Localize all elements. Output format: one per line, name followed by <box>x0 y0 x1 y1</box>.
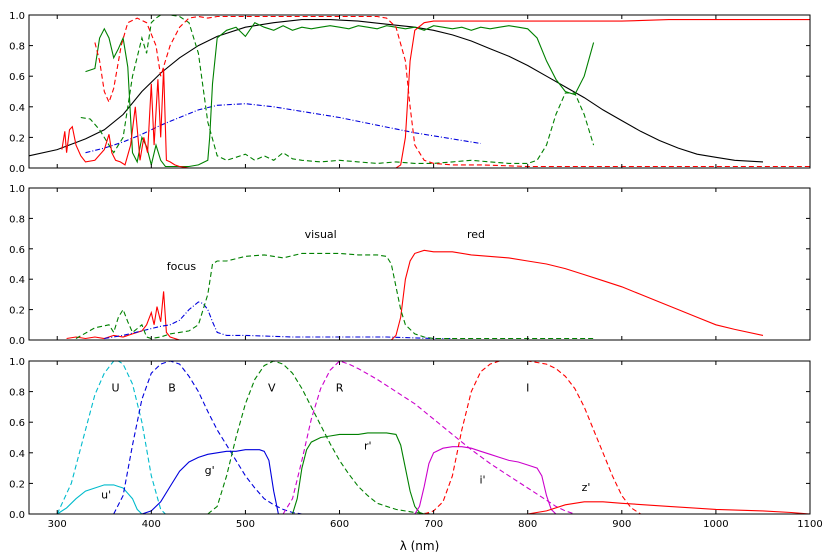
annotation-label: I <box>526 382 529 395</box>
y-tick-label: 0.6 <box>9 245 25 256</box>
x-tick-label: 500 <box>236 519 255 530</box>
annotation-label: R <box>336 382 344 395</box>
annotation-label: B <box>168 382 176 395</box>
panel-2-series-line-3 <box>75 252 594 340</box>
y-tick-label: 0.8 <box>9 388 25 399</box>
x-tick-label: 300 <box>48 519 67 530</box>
annotation-label: r' <box>364 440 372 453</box>
y-tick-label: 0.0 <box>9 336 25 347</box>
y-tick-label: 1.0 <box>9 184 25 195</box>
y-tick-label: 0.4 <box>9 103 25 114</box>
panel-3: 0.0 0.2 0.4 0.6 0.8 1.0 300 400 500 600 700 800 900 1… <box>9 357 823 530</box>
x-tick-label: 1000 <box>703 519 728 530</box>
panel-3-series-line-10 <box>527 501 811 515</box>
y-tick-label: 0.2 <box>9 133 25 144</box>
y-tick-label: 0.4 <box>9 449 25 460</box>
panel-3-series-line-9 <box>424 360 641 515</box>
y-tick-label: 1.0 <box>9 11 25 22</box>
x-tick-label: 1100 <box>797 519 822 530</box>
y-tick-label: 0.8 <box>9 42 25 53</box>
x-tick-label: 400 <box>142 519 161 530</box>
x-tick-label: 600 <box>330 519 349 530</box>
annotation-label: U <box>112 382 120 395</box>
panel-1-series-line-1 <box>28 19 764 163</box>
panel-3-series-line-8 <box>414 446 557 515</box>
panel-3-series-line-7 <box>282 360 575 515</box>
annotation-label: g' <box>205 464 215 477</box>
y-tick-label: 0.4 <box>9 275 25 286</box>
panel-1-series-line-4 <box>80 14 595 164</box>
y-tick-label: 1.0 <box>9 357 25 368</box>
panel-2: 0.0 0.2 0.4 0.6 0.8 1.0 focus visual red <box>9 184 811 347</box>
y-tick-label: 0.0 <box>9 164 25 175</box>
annotation-label: visual <box>305 228 337 241</box>
x-axis-label: λ (nm) <box>400 539 440 553</box>
annotation-label: u' <box>101 489 111 502</box>
y-tick-label: 0.6 <box>9 418 25 429</box>
panel-1-series-line-6 <box>94 15 810 168</box>
x-tick-label: 900 <box>612 519 631 530</box>
panel-3-series-line-3 <box>113 360 302 515</box>
annotation-label: i' <box>479 473 485 486</box>
panel-3-frame <box>28 360 811 515</box>
y-tick-label: 0.0 <box>9 510 25 521</box>
panel-1-series-line-3 <box>85 22 595 168</box>
x-tick-label: 700 <box>424 519 443 530</box>
panel-1-frame <box>28 14 811 169</box>
panel-2-frame <box>28 187 811 341</box>
x-tick-label: 800 <box>518 519 537 530</box>
panel-1-series-line-5 <box>61 19 810 169</box>
y-tick-label: 0.8 <box>9 214 25 225</box>
panel-3-series-line-2 <box>56 484 143 515</box>
panel-3-series-line-6 <box>291 432 425 515</box>
panel-3-series-line-5 <box>207 360 434 515</box>
panel-1-series-line-2 <box>85 103 481 154</box>
annotation-label: focus <box>167 260 197 273</box>
y-tick-label: 0.6 <box>9 72 25 83</box>
y-tick-label: 0.2 <box>9 306 25 317</box>
panel-3-series-line-4 <box>141 449 279 515</box>
panel-1: 0.0 0.2 0.4 0.6 0.8 1.0 <box>9 11 811 175</box>
annotation-label: z' <box>582 481 591 494</box>
y-tick-label: 0.2 <box>9 479 25 490</box>
annotation-label: red <box>467 228 485 241</box>
annotation-label: V <box>268 382 276 395</box>
